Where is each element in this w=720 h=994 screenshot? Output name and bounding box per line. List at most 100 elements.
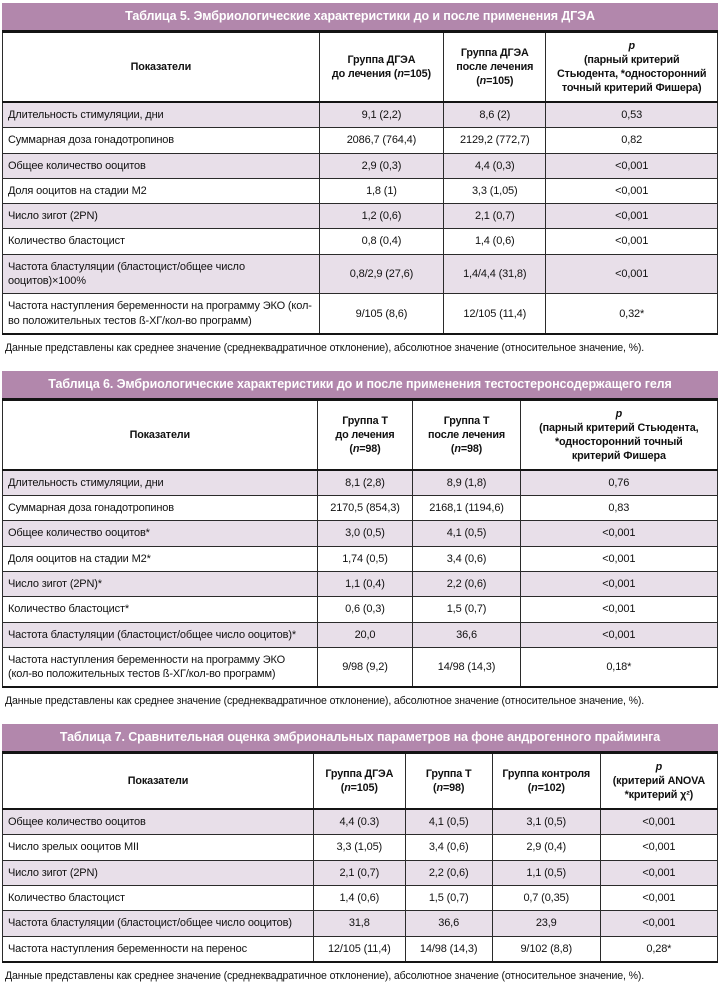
value-cell: 0,32*: [545, 293, 718, 335]
table-5: Показатели Группа ДГЭА до лечения (n=105) Г…: [2, 32, 718, 335]
table-row: Количество бластоцист 1,4 (0,6) 1,5 (0,7) 0…: [1, 885, 719, 912]
table-row: Общее количество ооцитов 4,4 (0.3) 4,1 (0,…: [1, 808, 719, 836]
value-cell: 0,53: [545, 101, 718, 129]
table-row: Длительность стимуляции, дни 9,1 (2,2) 8,6…: [2, 101, 718, 129]
table-5-title: Таблица 5. Эмбриологические характеристи…: [2, 3, 718, 33]
row-label-cell: Частота наступления беременности на прог…: [2, 293, 320, 335]
table-6-footnote: Данные представлены как среднее значение…: [5, 695, 645, 708]
value-cell: 3,4 (0,6): [412, 545, 521, 572]
table-7-footnote: Данные представлены как среднее значение…: [5, 969, 645, 982]
value-cell: 14/98 (14,3): [404, 935, 493, 963]
table-row: Частота наступления беременности на пере…: [1, 935, 719, 963]
value-cell: <0,001: [599, 808, 719, 836]
value-cell: <0,001: [545, 228, 718, 255]
value-cell: 0,6 (0,3): [316, 596, 414, 623]
value-cell: <0,001: [519, 621, 719, 648]
table-row: Суммарная доза гонадотропинов 2086,7 (764…: [2, 127, 718, 154]
table-row: Число зигот (2PN) 2,1 (0,7) 2,2 (0,6) 1,1 (…: [1, 859, 719, 887]
column-header: p (парный критерий Стьюдента, *односторонн…: [519, 400, 719, 471]
value-cell: <0,001: [519, 545, 719, 572]
row-label-cell: Доля ооцитов на стадии М2: [2, 177, 320, 205]
column-header: Группа ДГЭА (n=105): [313, 754, 406, 811]
row-label-cell: Доля ооцитов на стадии М2*: [2, 545, 318, 572]
column-header: Группа Т (n=98): [404, 754, 493, 811]
value-cell: 9,1 (2,2): [318, 101, 445, 129]
row-label-cell: Количество бластоцист: [2, 228, 320, 255]
value-cell: 2170,5 (854,3): [316, 495, 414, 522]
value-cell: 9/105 (8,6): [318, 293, 445, 335]
value-cell: 2,2 (0,6): [404, 859, 493, 887]
value-cell: <0,001: [545, 152, 718, 179]
table-5-block: Таблица 5. Эмбриологические характеристи…: [2, 3, 718, 364]
table-row: Длительность стимуляции, дни 8,1 (2,8) 8,9…: [2, 469, 719, 497]
value-cell: 4,1 (0,5): [412, 520, 521, 547]
value-cell: <0,001: [599, 910, 719, 937]
row-label-cell: Число зигот (2PN): [1, 859, 315, 887]
row-label-cell: Длительность стимуляции, дни: [2, 469, 318, 497]
column-header: p (парный критерий Стьюдента, *односторонн…: [545, 32, 718, 104]
value-cell: 4,4 (0.3): [313, 808, 406, 836]
value-cell: 1,4 (0,6): [443, 228, 547, 255]
value-cell: 8,6 (2): [443, 101, 547, 129]
value-cell: 0,82: [545, 127, 718, 154]
row-label-cell: Частота бластуляции (бластоцист/общее чи…: [1, 910, 315, 937]
value-cell: 2,1 (0,7): [443, 203, 547, 230]
table-row: Частота бластуляции (бластоцист/общее чи…: [2, 253, 718, 295]
table-row: Общее количество ооцитов* 3,0 (0,5) 4,1 (0…: [2, 520, 719, 547]
value-cell: 31,8: [313, 910, 406, 937]
value-cell: 36,6: [412, 621, 521, 648]
row-label-cell: Число зигот (2PN)*: [2, 570, 318, 598]
table-row: Частота наступления беременности на прог…: [2, 293, 718, 335]
value-cell: 0,18*: [519, 646, 719, 688]
value-cell: <0,001: [519, 596, 719, 623]
value-cell: <0,001: [519, 570, 719, 598]
value-cell: 14/98 (14,3): [412, 646, 521, 688]
table-row: Количество бластоцист 0,8 (0,4) 1,4 (0,6) <…: [2, 228, 718, 255]
row-label-cell: Число зрелых ооцитов MII: [1, 834, 315, 861]
row-label-cell: Количество бластоцист: [1, 885, 315, 912]
value-cell: 8,9 (1,8): [412, 469, 521, 497]
row-label-cell: Общее количество ооцитов: [2, 152, 320, 179]
column-header: p (критерий ANOVA *критерий χ²): [599, 754, 719, 811]
value-cell: 2,9 (0,3): [318, 152, 445, 179]
table-7-title: Таблица 7. Сравнительная оценка эмбриона…: [2, 724, 718, 755]
value-cell: 3,3 (1,05): [313, 834, 406, 861]
table-row: Количество бластоцист* 0,6 (0,3) 1,5 (0,7)…: [2, 596, 719, 623]
value-cell: <0,001: [519, 520, 719, 547]
table-row: Число зрелых ооцитов MII 3,3 (1,05) 3,4 (0…: [1, 834, 719, 861]
row-label-cell: Частота наступления беременности на прог…: [2, 646, 318, 688]
value-cell: <0,001: [599, 859, 719, 887]
value-cell: <0,001: [545, 203, 718, 230]
value-cell: 0,28*: [599, 935, 719, 963]
column-header: Группа ДГЭА после лечения (n=105): [443, 32, 547, 104]
table-7-block: Таблица 7. Сравнительная оценка эмбриона…: [1, 724, 719, 992]
table-row: Число зигот (2PN)* 1,1 (0,4) 2,2 (0,6) <0,0…: [2, 570, 719, 598]
table-row: Доля ооцитов на стадии М2 1,8 (1) 3,3 (1,0…: [2, 177, 718, 205]
table-row: Общее количество ооцитов 2,9 (0,3) 4,4 (0,…: [2, 152, 718, 179]
value-cell: 3,4 (0,6): [404, 834, 493, 861]
value-cell: 3,1 (0,5): [491, 808, 601, 836]
table-6-title: Таблица 6. Эмбриологические характеристи…: [2, 370, 718, 401]
value-cell: 1,4/4,4 (31,8): [443, 253, 547, 295]
row-label-cell: Длительность стимуляции, дни: [2, 101, 320, 129]
value-cell: 1,1 (0,4): [316, 570, 414, 598]
value-cell: 1,5 (0,7): [404, 885, 493, 912]
value-cell: 1,5 (0,7): [412, 596, 521, 623]
value-cell: 1,4 (0,6): [313, 885, 406, 912]
value-cell: 36,6: [404, 910, 493, 937]
value-cell: 2168,1 (1194,6): [412, 495, 521, 522]
value-cell: 2,1 (0,7): [313, 859, 406, 887]
value-cell: 12/105 (11,4): [313, 935, 406, 963]
header-row: Показатели Группа ДГЭА (n=105) Группа Т (n=9…: [1, 754, 719, 811]
column-header: Группа контроля (n=102): [491, 754, 601, 811]
table-row: Частота наступления беременности на прог…: [2, 646, 719, 688]
row-label-cell: Число зигот (2PN): [2, 203, 320, 230]
column-header: Показатели: [2, 32, 320, 104]
row-label-cell: Общее количество ооцитов*: [2, 520, 318, 547]
table-row: Частота бластуляции (бластоцист/общее чи…: [1, 910, 719, 937]
